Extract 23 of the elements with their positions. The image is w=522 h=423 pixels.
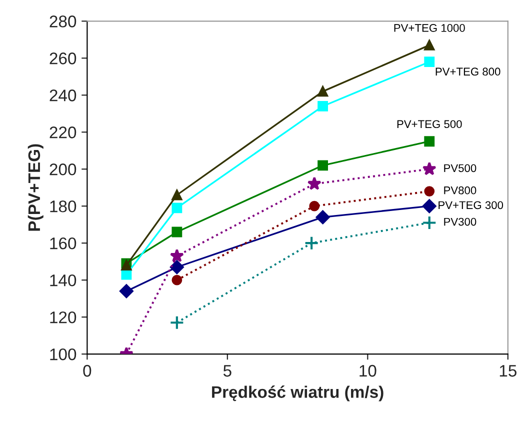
series-label: PV300 [444,218,476,226]
y-tick-label: 120 [50,311,76,324]
y-tick-label: 220 [50,126,76,138]
series-label: PV500 [444,164,476,172]
series-label: PV800 [444,186,476,194]
x-tick-label: 15 [500,365,516,377]
series-label: PV+TEG 500 [397,120,462,128]
x-tick-label: 0 [83,364,92,377]
x-tick-label: 5 [223,365,232,377]
y-tick-label: 140 [50,274,76,286]
y-tick-label: 280 [50,16,76,28]
x-tick-label: 10 [360,364,376,377]
y-axis-title: P(PV+TEG) [28,144,44,231]
y-tick-label: 100 [50,348,76,360]
y-tick-label: 180 [50,200,76,212]
series-label: PV+TEG 800 [436,68,500,76]
y-tick-label: 240 [50,90,76,102]
y-tick-label: 200 [50,164,76,176]
y-tick-label: 160 [50,237,76,250]
series-label: PV+TEG 300 [438,201,504,210]
series-label: PV+TEG 1000 [394,24,465,32]
y-tick-label: 260 [50,52,76,64]
x-axis-title: Prędkość wiatru (m/s) [212,386,384,402]
